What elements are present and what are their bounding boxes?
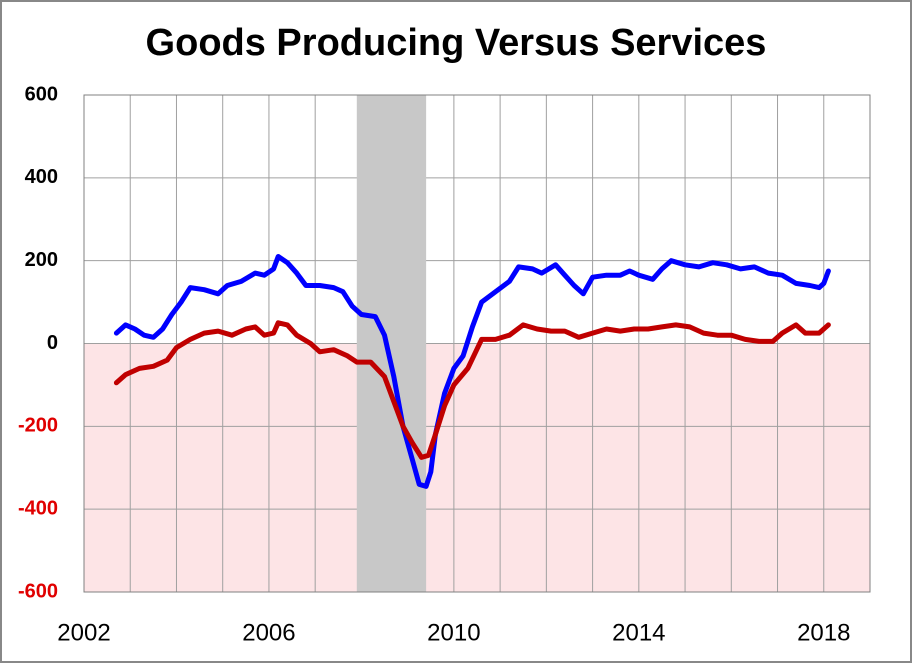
y-tick-label: 0 xyxy=(47,332,58,354)
x-tick-label: 2014 xyxy=(612,619,665,646)
plot-frame xyxy=(83,94,871,593)
x-tick-label: 2010 xyxy=(427,619,480,646)
y-tick-label: 400 xyxy=(25,166,58,188)
y-tick-label: 200 xyxy=(25,249,58,271)
y-tick-label: 600 xyxy=(25,83,58,105)
recession-band xyxy=(356,95,427,592)
y-tick-label: -400 xyxy=(18,497,58,519)
x-tick-label: 2006 xyxy=(242,619,295,646)
x-tick-label: 2002 xyxy=(57,619,110,646)
series-line xyxy=(113,320,831,460)
y-tick-label: -200 xyxy=(18,415,58,437)
chart-title: Goods Producing Versus Services xyxy=(146,22,767,64)
series-line xyxy=(113,254,831,489)
y-tick-label: -600 xyxy=(18,580,58,602)
negative-region xyxy=(84,343,870,592)
x-tick-label: 2018 xyxy=(797,619,850,646)
